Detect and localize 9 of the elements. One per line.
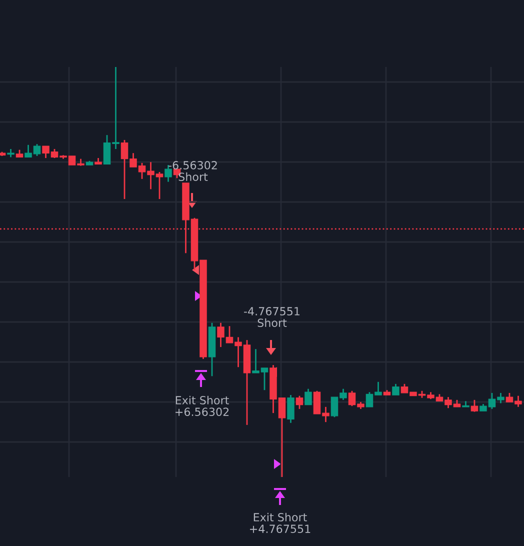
candlestick xyxy=(304,388,312,406)
candlestick xyxy=(287,394,294,424)
candlestick xyxy=(470,399,478,413)
annotation: -4.767551 Short xyxy=(244,307,300,328)
candlestick xyxy=(296,395,304,410)
annotation: Exit Short +6.56302 xyxy=(176,396,229,416)
candlestick xyxy=(392,383,400,396)
annotation: -6.56302 Short xyxy=(168,161,217,182)
text: Exit Short +4.767551 xyxy=(250,512,310,534)
